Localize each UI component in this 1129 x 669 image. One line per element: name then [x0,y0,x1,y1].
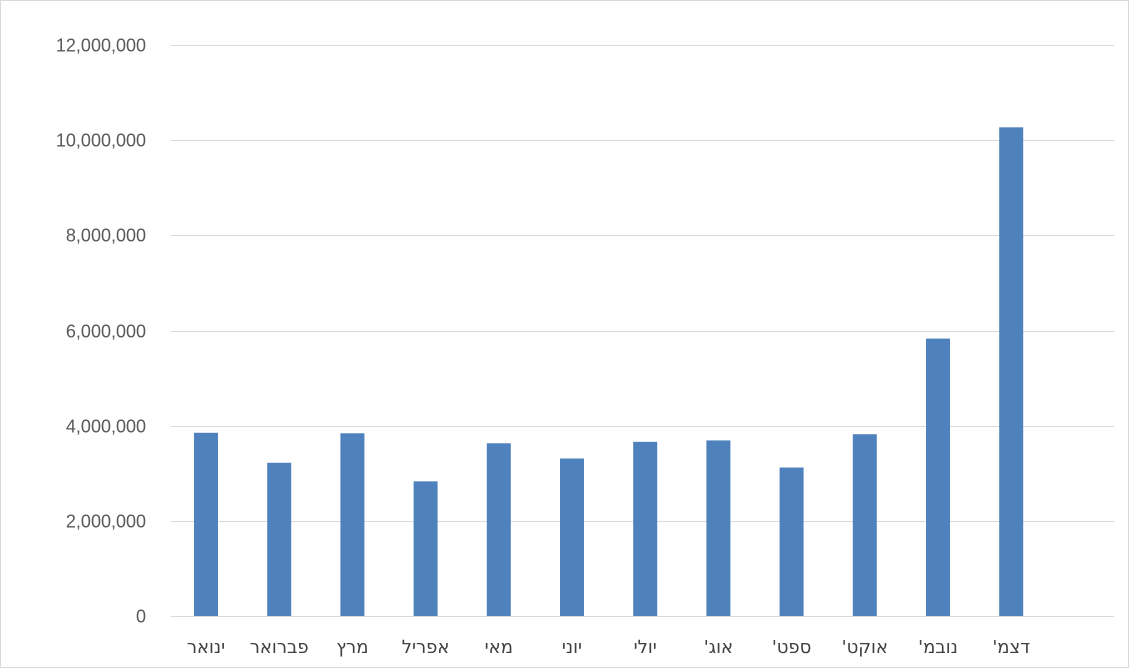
x-category-label: יוני [562,637,582,658]
x-category-label: דצמ' [992,637,1030,658]
bar-9 [852,434,877,616]
bar-5 [560,458,584,616]
bar-2 [340,433,365,616]
x-category-label: אוקט' [842,637,888,658]
y-tick-label: 6,000,000 [66,322,146,342]
gridlines [171,45,1114,617]
bar-8 [779,467,804,616]
bar-3 [413,481,438,616]
x-category-label: יולי [634,637,657,658]
bar-6 [633,441,658,616]
bar-7 [706,440,731,616]
x-category-label: פברואר [250,637,309,658]
x-category-label: מאי [485,637,513,658]
bar-10 [926,338,950,616]
x-category-label: ספט' [772,637,812,658]
x-category-label: נובמ' [918,637,958,658]
bar-11 [999,127,1024,617]
y-tick-label: 8,000,000 [66,226,146,246]
x-category-label: ינואר [187,637,225,658]
x-category-label: מרץ [336,637,368,658]
y-tick-label: 4,000,000 [66,417,146,437]
bars [194,127,1024,617]
bar-1 [267,462,292,616]
y-tick-label: 2,000,000 [66,512,146,532]
x-category-label: אוג' [704,637,733,658]
bar-4 [486,443,511,616]
y-tick-label: 0 [136,607,146,627]
x-category-label: אפריל [402,637,450,658]
y-axis-tick-labels: 0 2,000,000 4,000,000 6,000,000 8,000,000 10,… [56,36,146,627]
bar-0 [194,432,218,616]
y-tick-label: 10,000,000 [56,131,146,151]
y-tick-label: 12,000,000 [56,36,146,56]
x-axis-category-labels: ינואר פברואר מרץ אפריל מאי יוני יולי אוג' ספט' או… [187,637,1030,658]
